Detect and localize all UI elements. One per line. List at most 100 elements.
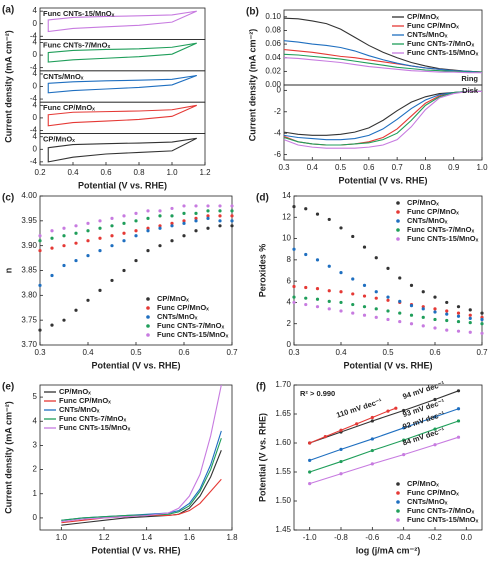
point xyxy=(98,219,102,223)
series-line xyxy=(61,384,222,523)
point xyxy=(468,330,472,334)
annotation: R² > 0.990 xyxy=(300,389,335,398)
x-tick-label: -0.8 xyxy=(334,533,348,542)
legend-label: CP/MnOₓ xyxy=(407,12,439,21)
point xyxy=(351,234,355,239)
point xyxy=(182,221,186,225)
point xyxy=(110,244,114,248)
point xyxy=(146,249,150,253)
point xyxy=(370,415,374,420)
point xyxy=(86,298,90,302)
y-tick-label: 10 xyxy=(282,234,291,243)
point xyxy=(50,229,54,233)
point xyxy=(122,239,126,243)
legend-label: CP/MnOₓ xyxy=(407,198,439,207)
fit-line xyxy=(309,420,459,473)
legend-marker xyxy=(146,306,150,310)
point xyxy=(98,249,102,253)
series-line xyxy=(283,57,482,74)
legend-label: Func CP/MnOₓ xyxy=(407,488,459,497)
point xyxy=(362,305,367,309)
point xyxy=(386,298,390,302)
x-tick-label: 0.5 xyxy=(335,163,347,172)
y-tick-label: 4 xyxy=(33,69,38,78)
point xyxy=(182,219,186,223)
x-tick-label: 0.3 xyxy=(34,348,46,357)
point xyxy=(110,278,114,283)
legend-label: Func CNTs-7/MnOₓ xyxy=(157,321,224,330)
point xyxy=(50,236,54,240)
point xyxy=(421,307,425,311)
plot-frame xyxy=(293,384,483,531)
point xyxy=(134,234,138,238)
point xyxy=(433,443,437,447)
legend-label: Func CP/MnOₓ xyxy=(407,207,459,216)
point xyxy=(468,313,472,317)
plot-frame xyxy=(283,84,483,161)
y-axis-label: Current density (mA cm⁻²) xyxy=(3,401,13,513)
point xyxy=(409,304,414,308)
y-tick-label: 8 xyxy=(287,255,292,264)
point xyxy=(74,241,78,245)
point xyxy=(218,219,222,223)
series-line xyxy=(61,450,222,526)
point xyxy=(62,318,66,322)
point xyxy=(304,207,308,211)
y-tick-label: 0.08 xyxy=(265,26,281,35)
point xyxy=(122,221,126,225)
x-tick-label: -0.4 xyxy=(397,533,411,542)
legend-label: CNTs/MnOₓ xyxy=(59,405,100,414)
y-tick-label: -4 xyxy=(30,126,38,135)
y-tick-label: 3.90 xyxy=(21,241,37,250)
y-tick-label: 3.80 xyxy=(21,290,37,299)
point xyxy=(374,256,378,260)
point xyxy=(292,295,296,299)
series-line xyxy=(283,40,483,73)
point xyxy=(456,419,461,423)
legend-label: CP/MnOₓ xyxy=(157,294,189,303)
y-tick-label: 1.70 xyxy=(275,380,291,389)
point xyxy=(86,229,90,233)
point xyxy=(402,453,406,457)
legend-marker xyxy=(396,500,400,504)
cv-loop xyxy=(47,137,197,163)
point xyxy=(370,462,374,466)
point xyxy=(468,321,472,325)
panel-letter: (d) xyxy=(256,193,269,204)
point xyxy=(292,300,296,305)
x-tick-label: 0.8 xyxy=(133,168,145,177)
x-tick-label: 1.6 xyxy=(184,533,196,542)
point xyxy=(308,470,312,474)
point xyxy=(86,254,90,258)
series-line xyxy=(283,90,482,149)
point xyxy=(339,300,343,305)
x-axis-label: Potential (V vs. RHE) xyxy=(91,545,180,555)
point xyxy=(86,221,90,225)
point xyxy=(456,319,461,324)
point xyxy=(230,204,234,208)
point xyxy=(292,205,296,209)
panel-letter: (f) xyxy=(256,382,266,393)
point xyxy=(327,264,331,268)
point xyxy=(402,438,406,442)
point xyxy=(38,239,42,243)
legend-marker xyxy=(146,333,150,337)
point xyxy=(374,315,378,319)
y-tick-label: 1.45 xyxy=(275,525,291,534)
point xyxy=(315,286,320,291)
y-tick-label: 0 xyxy=(287,340,292,349)
y-tick-label: -4 xyxy=(274,128,282,137)
x-tick-label: -0.2 xyxy=(428,533,442,542)
legend-label: Func CNTs-15/MnOₓ xyxy=(157,330,229,339)
point xyxy=(134,229,138,233)
x-tick-label: 0.4 xyxy=(82,348,94,357)
point xyxy=(409,313,414,317)
point xyxy=(386,295,390,299)
legend-marker xyxy=(396,491,400,495)
point xyxy=(351,302,355,307)
point xyxy=(386,309,390,313)
point xyxy=(146,209,150,213)
point xyxy=(110,224,114,228)
point xyxy=(409,322,414,326)
y-tick-label: 4 xyxy=(33,416,38,425)
